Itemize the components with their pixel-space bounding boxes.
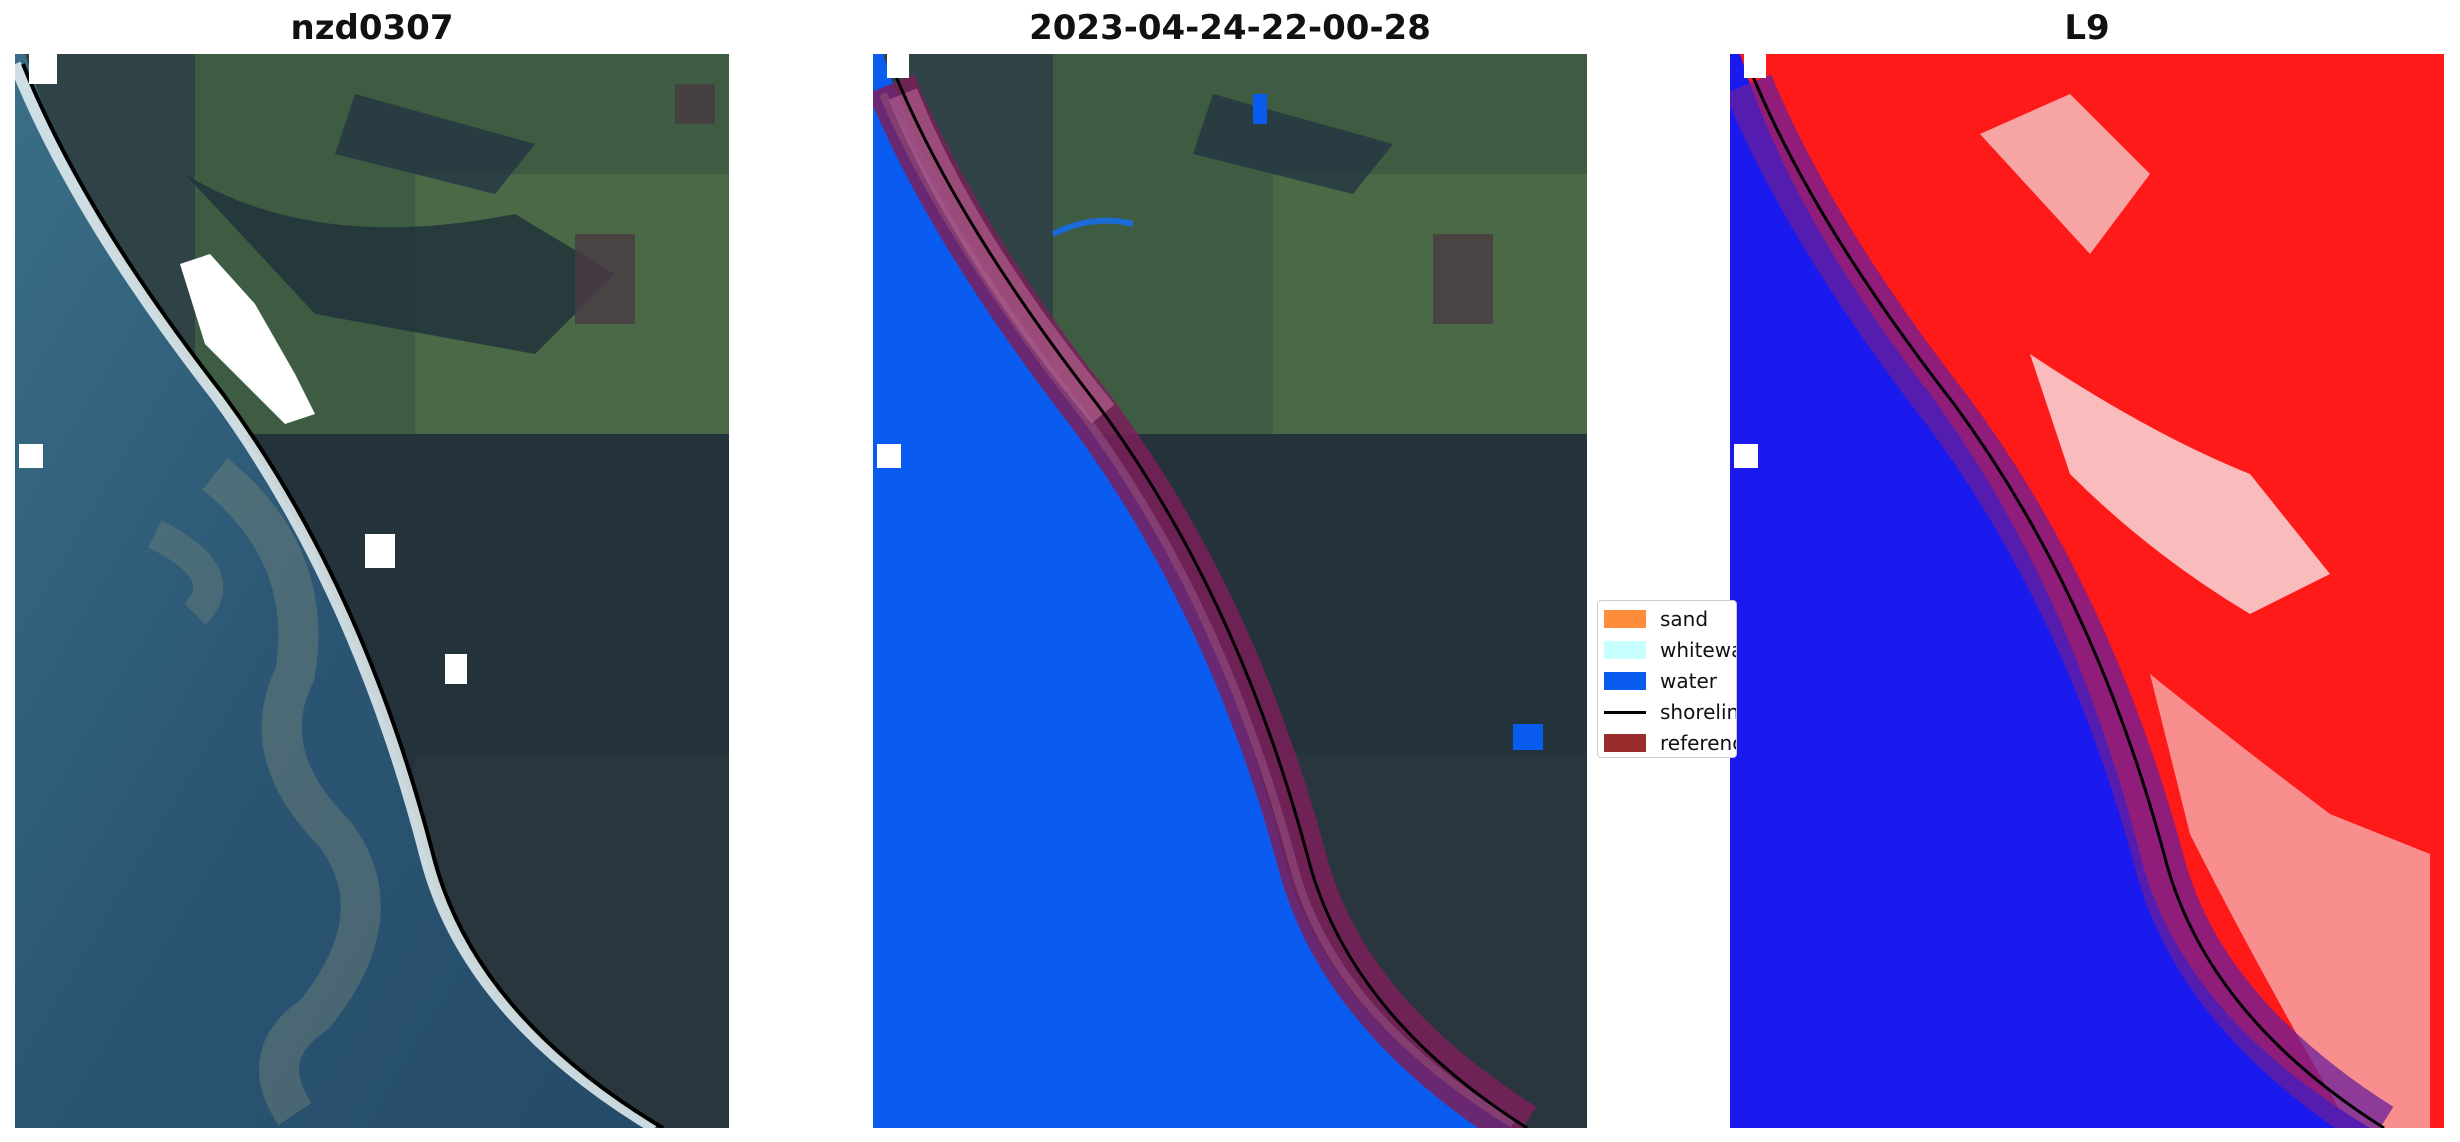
legend-item-water: water <box>1604 669 1717 693</box>
legend-label-reference: reference <box>1660 731 1736 755</box>
panel-title-index: L9 <box>2064 8 2110 48</box>
rgb-image-panel <box>15 54 729 1128</box>
legend-line-shoreline <box>1604 710 1646 714</box>
legend-swatch-sand <box>1604 610 1646 628</box>
legend: sand whitewater water shoreline referenc… <box>1597 600 1737 758</box>
legend-label-shoreline: shoreline <box>1660 700 1736 724</box>
rgb-satellite-image <box>15 54 729 1128</box>
panel-title-rgb: nzd0307 <box>290 8 454 48</box>
legend-swatch-whitewater <box>1604 641 1646 659</box>
legend-label-water: water <box>1660 669 1717 693</box>
classified-image <box>873 54 1587 1128</box>
legend-item-whitewater: whitewater <box>1604 638 1736 662</box>
classified-image-panel <box>873 54 1587 1128</box>
index-image <box>1730 54 2444 1128</box>
legend-label-whitewater: whitewater <box>1660 638 1736 662</box>
legend-label-sand: sand <box>1660 607 1709 631</box>
legend-item-sand: sand <box>1604 607 1708 631</box>
legend-item-shoreline: shoreline <box>1604 700 1736 724</box>
legend-swatch-reference <box>1604 734 1646 752</box>
legend-swatch-water <box>1604 672 1646 690</box>
panel-title-classified: 2023-04-24-22-00-28 <box>1029 8 1431 48</box>
index-image-panel <box>1730 54 2444 1128</box>
legend-item-reference: reference <box>1604 731 1736 755</box>
